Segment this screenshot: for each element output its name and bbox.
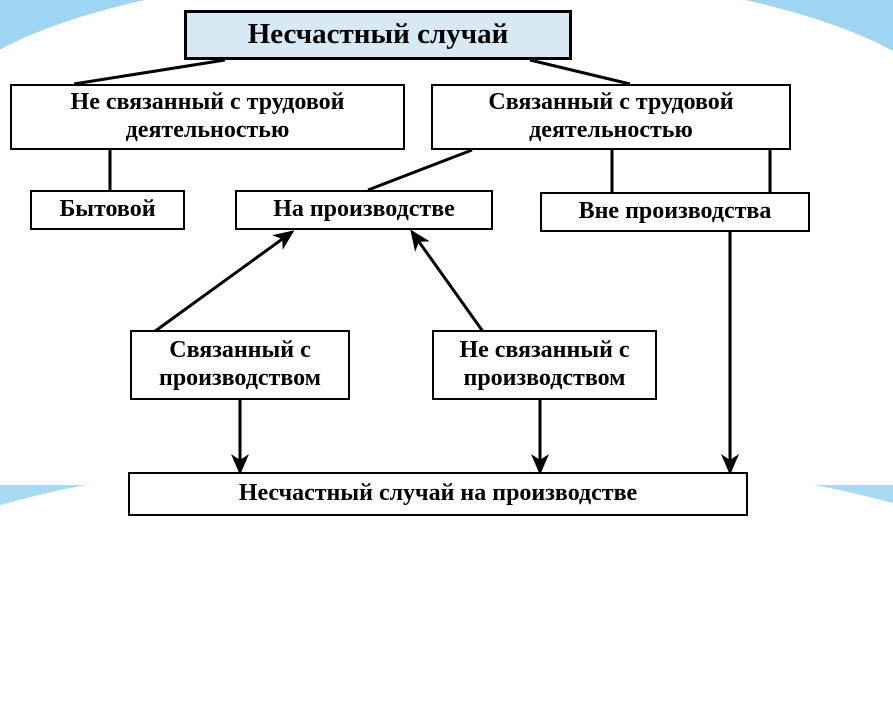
node-accident-prod: Несчастный случай на производстве: [128, 472, 748, 516]
node-rel-prod: Связанный с производством: [130, 330, 350, 400]
node-accident-prod-label: Несчастный случай на производстве: [239, 480, 637, 508]
node-root: Несчастный случай: [184, 10, 572, 60]
node-at-prod: На производстве: [235, 190, 493, 230]
node-root-label: Несчастный случай: [248, 18, 509, 51]
node-not-labor: Не связанный с трудовой деятельностью: [10, 84, 405, 150]
node-not-rel-prod-label: Не связанный с производством: [442, 337, 647, 392]
node-not-rel-prod: Не связанный с производством: [432, 330, 657, 400]
node-labor-label: Связанный с трудовой деятельностью: [441, 89, 781, 144]
node-labor: Связанный с трудовой деятельностью: [431, 84, 791, 150]
node-not-labor-label: Не связанный с трудовой деятельностью: [20, 89, 395, 144]
node-rel-prod-label: Связанный с производством: [140, 337, 340, 392]
node-off-prod-label: Вне производства: [579, 198, 772, 226]
node-off-prod: Вне производства: [540, 192, 810, 232]
node-at-prod-label: На производстве: [273, 196, 455, 224]
node-household-label: Бытовой: [59, 196, 155, 224]
node-household: Бытовой: [30, 190, 185, 230]
